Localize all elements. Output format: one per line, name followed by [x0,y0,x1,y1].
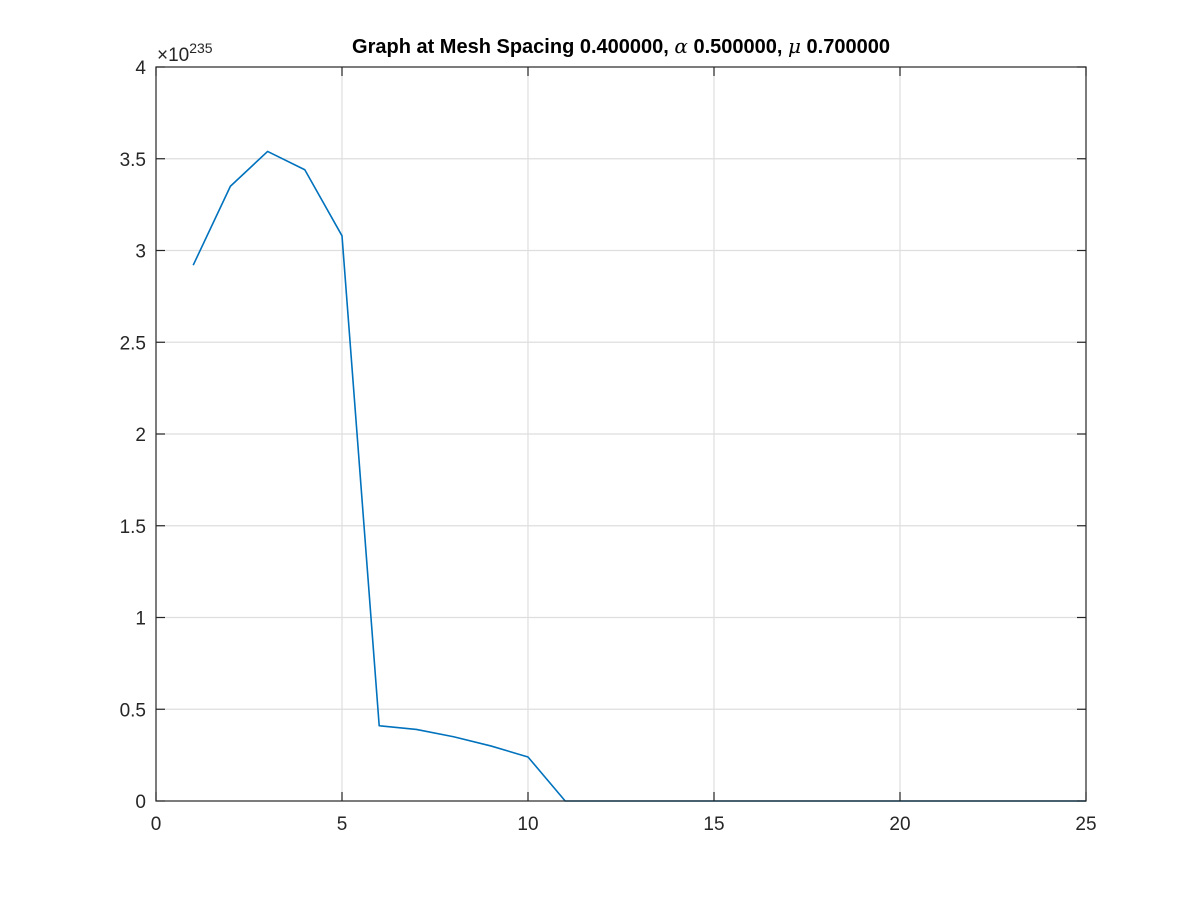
axes-box [155,66,1087,802]
y-tick-label: 2 [135,425,146,446]
y-tick-label: 0 [135,792,146,813]
y-tick-label: 3 [135,242,146,263]
x-tick-label: 15 [703,814,724,835]
x-tick-label: 25 [1075,814,1096,835]
y-tick-label: 2.5 [120,333,146,354]
y-tick-label: 3.5 [120,150,146,171]
chart-title: Graph at Mesh Spacing 0.400000, α 0.5000… [352,34,890,58]
x-tick-labels: 0 5 10 15 20 25 [151,814,1097,835]
y-tick-label: 4 [135,58,146,79]
x-tick-label: 10 [517,814,538,835]
grid-lines [156,67,1086,801]
y-exponent-label: ×10235 [157,40,213,66]
x-tick-label: 5 [337,814,348,835]
y-tick-labels: 0 0.5 1 1.5 2 2.5 3 3.5 4 [120,58,147,813]
y-tick-label: 1 [135,609,146,630]
y-tick-label: 0.5 [120,700,146,721]
x-tick-label: 0 [151,814,162,835]
y-tick-label: 1.5 [120,517,146,538]
x-tick-label: 20 [889,814,910,835]
